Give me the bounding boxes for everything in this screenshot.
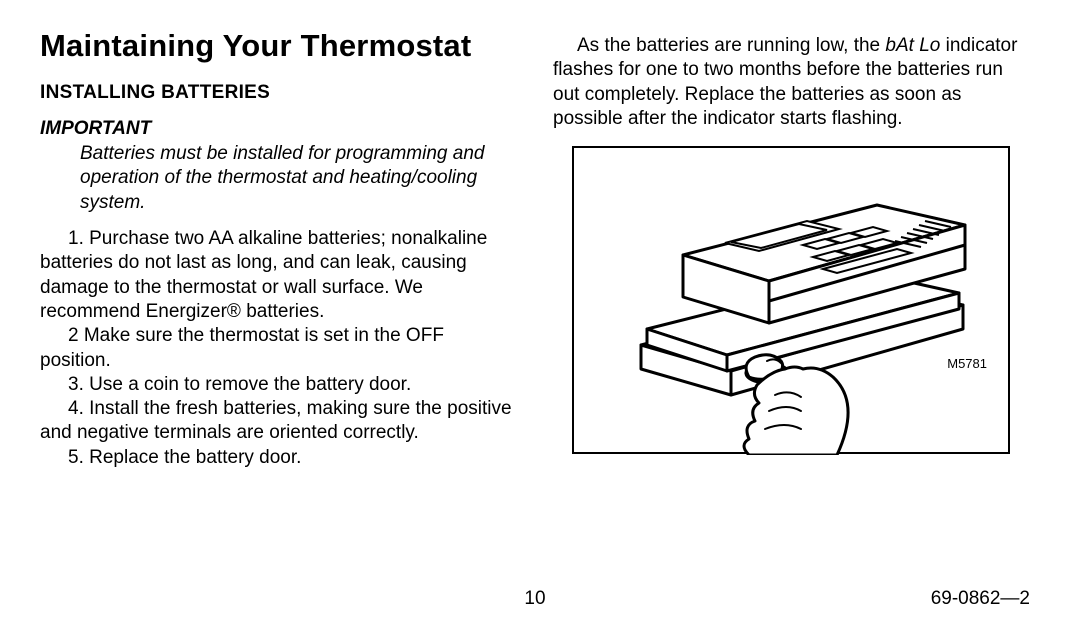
important-label: IMPORTANT: [40, 118, 517, 140]
step-3: 3. Use a coin to remove the battery door…: [68, 374, 411, 395]
right-intro: As the batteries are running low, the bA…: [553, 34, 1030, 131]
figure-id: M5781: [947, 356, 987, 371]
intro-pre: As the batteries are running low, the: [577, 35, 885, 56]
page-number: 10: [524, 588, 545, 610]
step-1: 1. Purchase two AA alkaline batteries; n…: [40, 228, 487, 322]
page-title: Maintaining Your Thermostat: [40, 28, 517, 64]
step-4: 4. Install the fresh batteries, making s…: [40, 398, 512, 443]
important-body: Batteries must be installed for programm…: [40, 142, 517, 215]
left-column: Maintaining Your Thermostat INSTALLING B…: [40, 28, 517, 470]
section-subhead: INSTALLING BATTERIES: [40, 82, 517, 104]
page-footer: 10 69-0862—2: [40, 588, 1030, 610]
two-column-layout: Maintaining Your Thermostat INSTALLING B…: [40, 28, 1030, 470]
thermostat-illustration-icon: [571, 145, 1011, 455]
step-5: 5. Replace the battery door.: [68, 447, 301, 468]
thermostat-figure: M5781: [571, 145, 1011, 455]
right-column: As the batteries are running low, the bA…: [553, 28, 1030, 470]
step-2: 2 Make sure the thermostat is set in the…: [40, 325, 444, 370]
steps-paragraph: 1. Purchase two AA alkaline batteries; n…: [40, 227, 517, 470]
bat-lo-indicator: bAt Lo: [885, 35, 940, 56]
manual-page: Maintaining Your Thermostat INSTALLING B…: [0, 0, 1080, 630]
doc-id: 69-0862—2: [931, 588, 1030, 610]
